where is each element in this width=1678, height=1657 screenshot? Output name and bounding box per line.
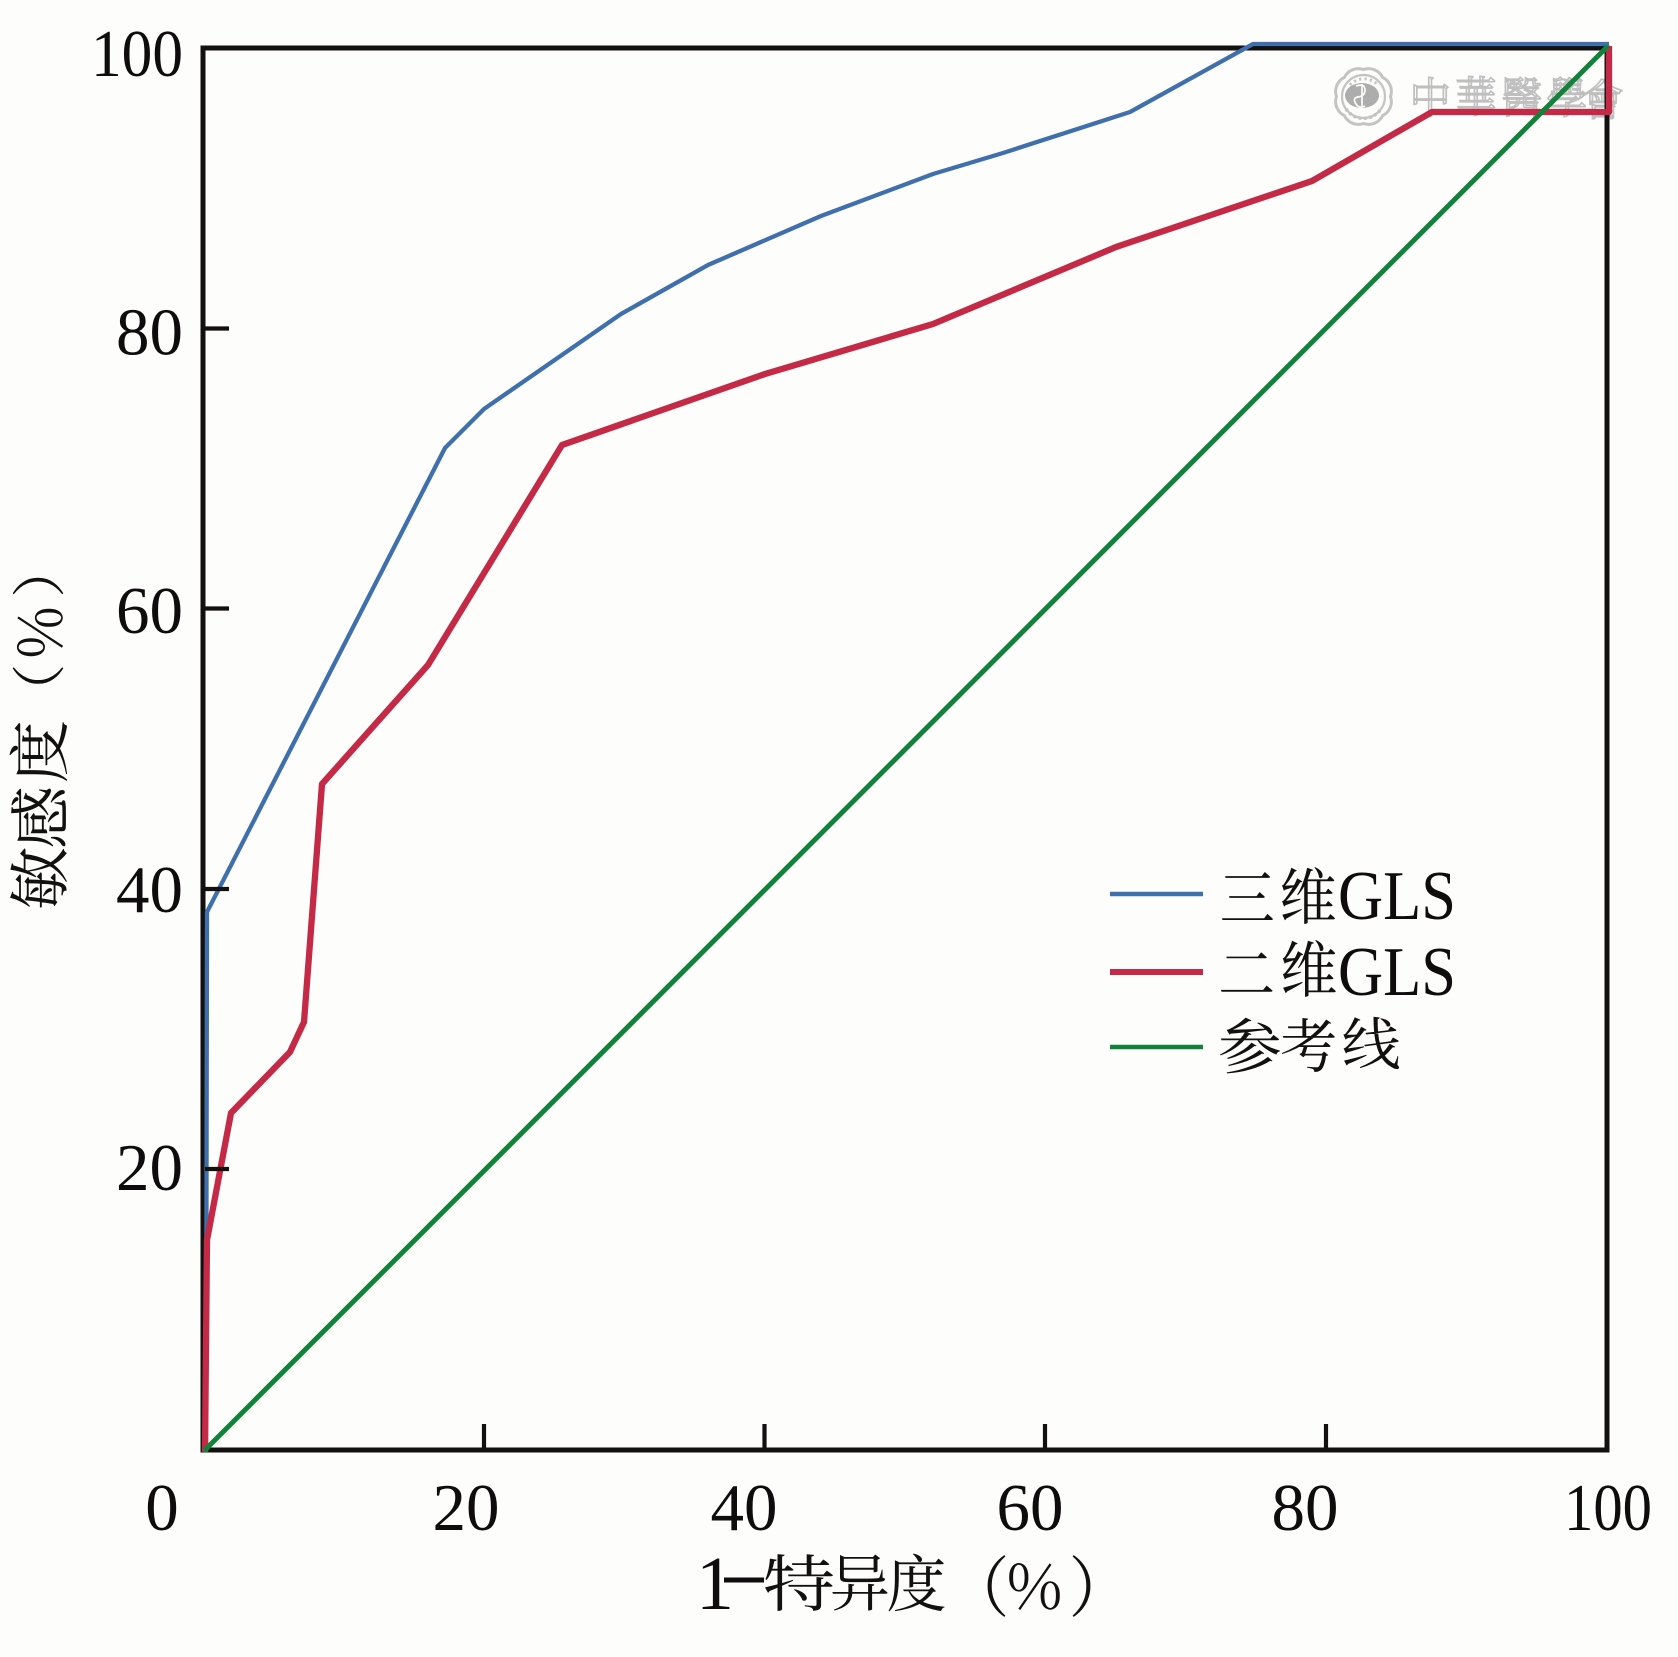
svg-text:20: 20 — [116, 1131, 183, 1205]
svg-text:60: 60 — [997, 1471, 1064, 1545]
svg-text:80: 80 — [1272, 1471, 1339, 1545]
svg-text:GLS: GLS — [1338, 934, 1456, 1011]
svg-text:100: 100 — [91, 17, 183, 91]
svg-text:GLS: GLS — [1338, 858, 1456, 935]
svg-text:80: 80 — [116, 296, 183, 370]
svg-text:1: 1 — [696, 1542, 734, 1626]
svg-text:20: 20 — [433, 1471, 500, 1545]
svg-text:0: 0 — [145, 1471, 179, 1545]
svg-text:100: 100 — [1564, 1471, 1652, 1545]
svg-text:60: 60 — [116, 574, 183, 648]
svg-text:40: 40 — [116, 853, 183, 927]
svg-text:40: 40 — [711, 1471, 778, 1545]
